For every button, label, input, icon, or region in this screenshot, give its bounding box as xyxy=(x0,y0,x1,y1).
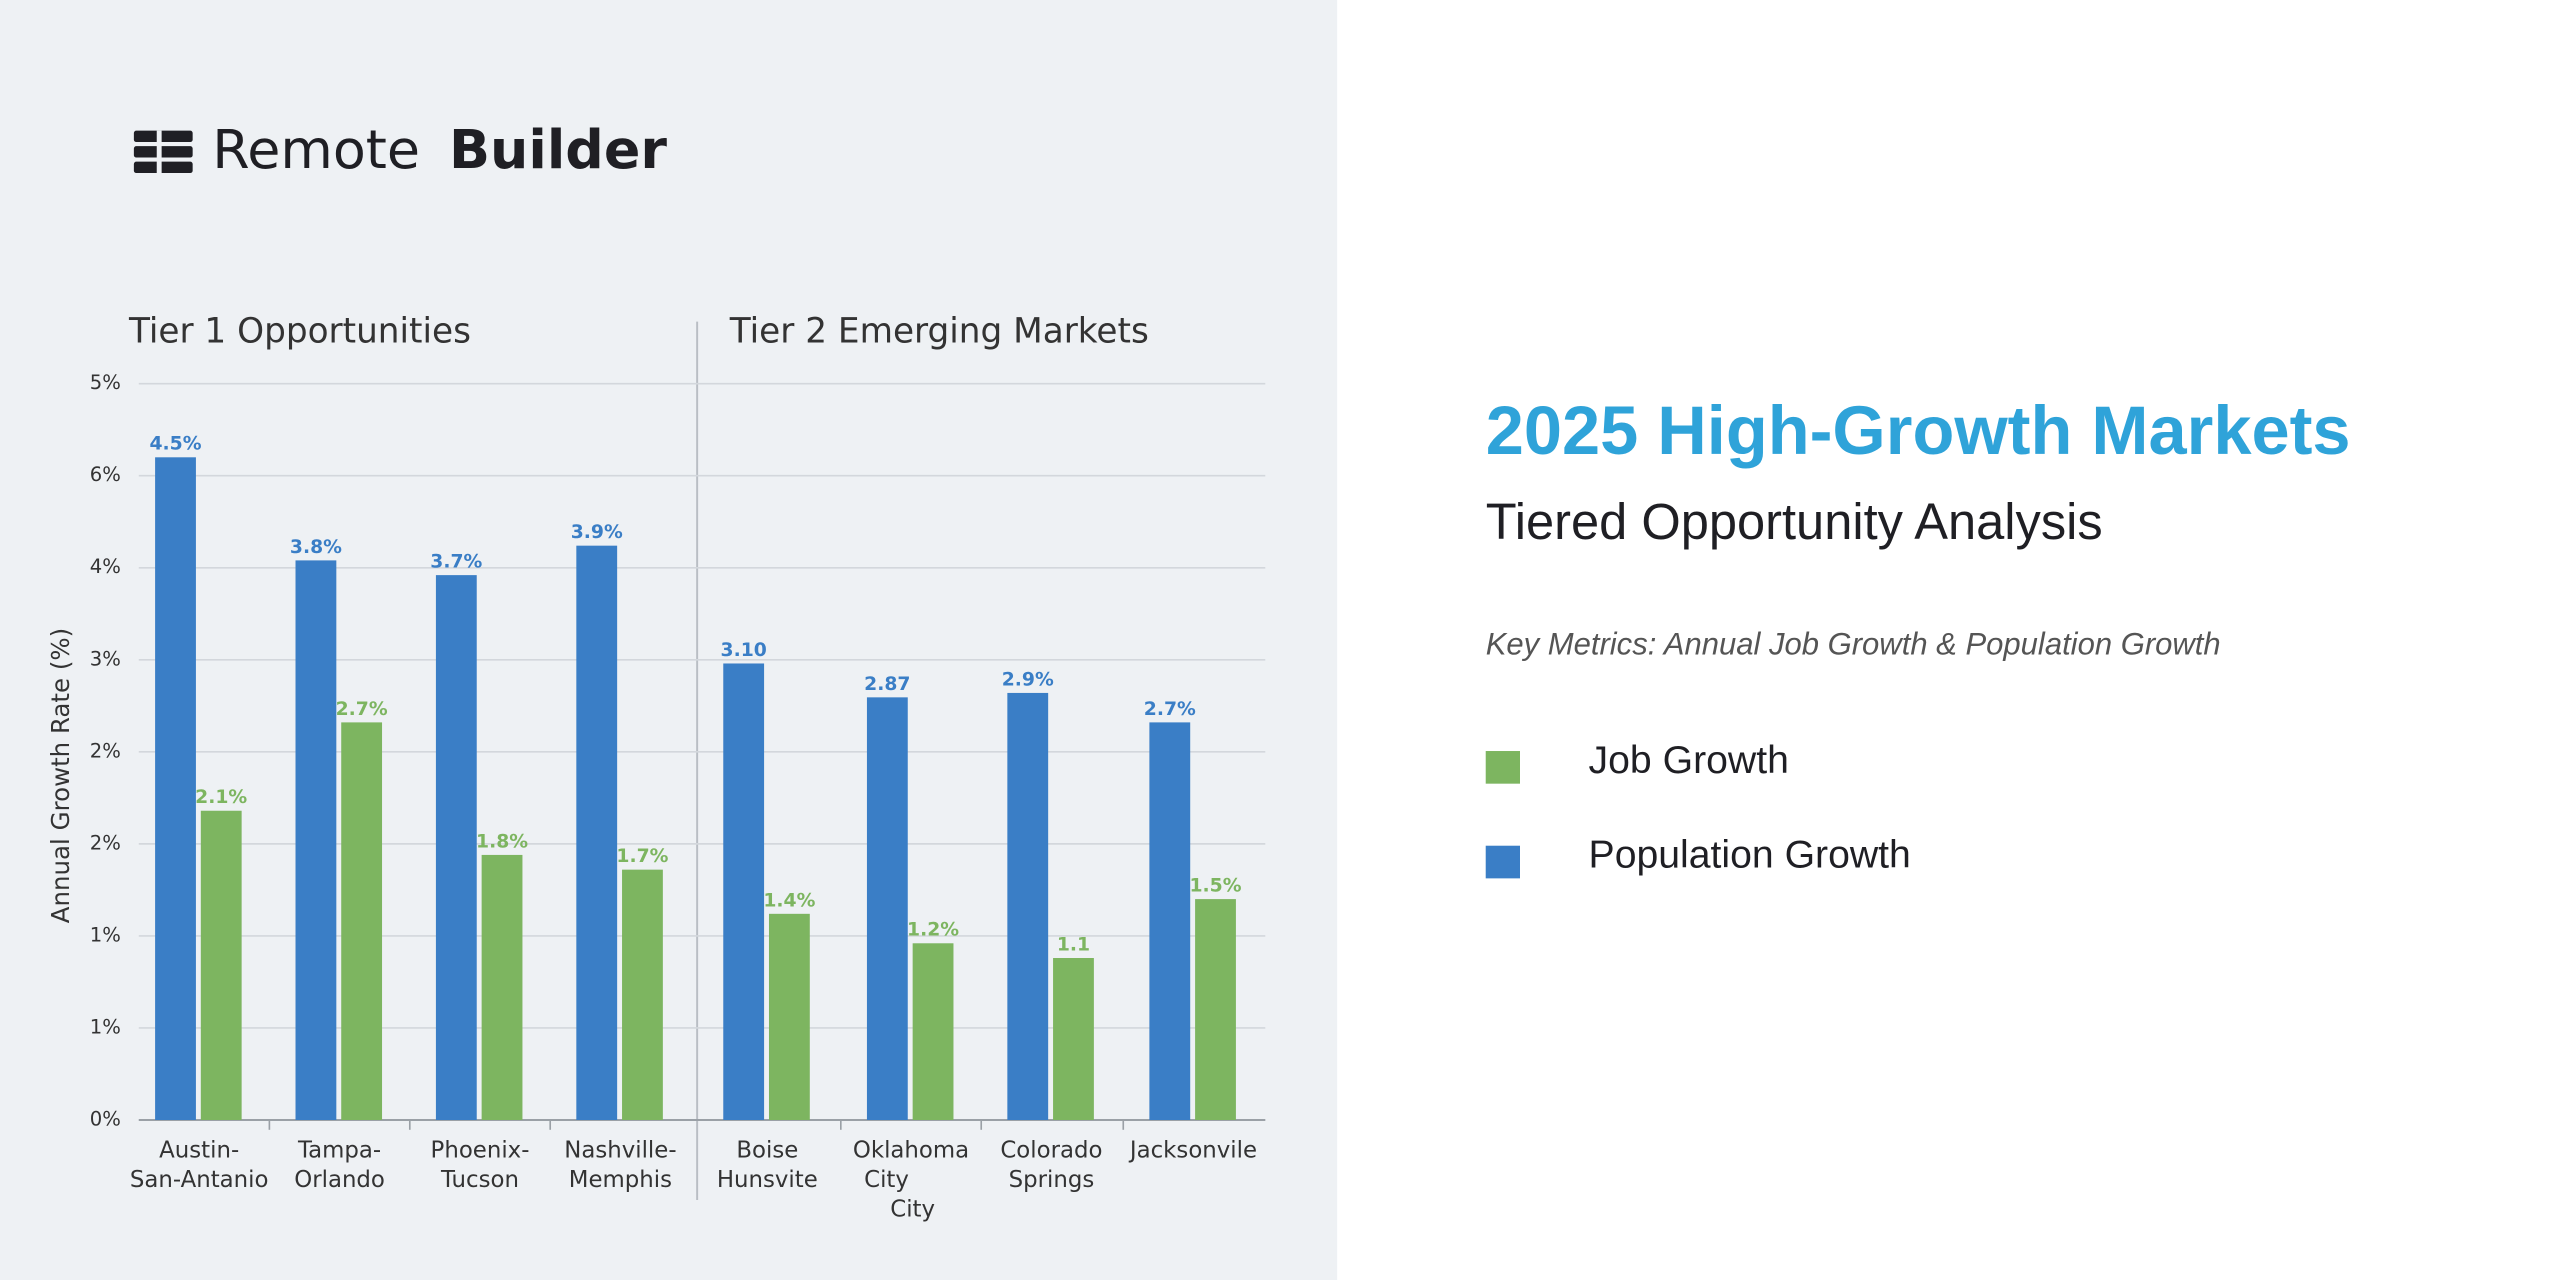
bar xyxy=(435,575,477,1120)
bar xyxy=(200,810,242,1120)
x-tick-label: City xyxy=(864,1167,909,1193)
panel-title: Tier 1 Opportunities xyxy=(128,312,471,352)
y-tick-label: 2% xyxy=(90,831,121,854)
legend-label: Job Growth xyxy=(1589,739,1789,782)
slide-title: 2025 High-Growth Markets xyxy=(1486,392,2351,469)
x-tick-label: Oklahoma xyxy=(853,1138,969,1164)
legend-swatch xyxy=(1485,845,1520,879)
value-label: 2.1% xyxy=(195,787,247,808)
value-label: 1.8% xyxy=(476,831,528,852)
x-tick-label: Colorado xyxy=(1000,1138,1102,1164)
x-tick-label: Orlando xyxy=(294,1167,385,1193)
logo-icon xyxy=(133,130,193,174)
value-label: 1.2% xyxy=(907,920,959,941)
x-tick-label: City xyxy=(890,1196,935,1222)
bar xyxy=(1149,722,1191,1120)
y-tick-label: 3% xyxy=(90,647,121,670)
bar xyxy=(155,457,196,1120)
value-label: 3.10 xyxy=(721,640,767,661)
bar xyxy=(1007,692,1049,1120)
value-label: 1.7% xyxy=(616,846,668,867)
x-tick-label: Hunsvite xyxy=(717,1167,818,1193)
legend-label: Population Growth xyxy=(1589,833,1911,876)
logo-bold: Builder xyxy=(449,118,667,181)
y-tick-label: 6% xyxy=(90,463,121,486)
bar xyxy=(866,697,908,1120)
y-tick-label: 5% xyxy=(90,371,121,394)
bar xyxy=(341,722,383,1120)
value-label: 1.1 xyxy=(1057,934,1090,955)
value-label: 1.4% xyxy=(763,890,815,911)
bar xyxy=(481,854,523,1120)
slide-subtitle: Tiered Opportunity Analysis xyxy=(1486,493,2103,550)
bar xyxy=(1053,958,1094,1120)
y-tick-label: 1% xyxy=(90,1015,121,1038)
value-label: 1.5% xyxy=(1189,876,1241,897)
value-label: 3.7% xyxy=(430,552,482,573)
bar xyxy=(912,943,954,1120)
bar xyxy=(576,545,618,1120)
bar xyxy=(723,663,765,1120)
legend-swatch xyxy=(1485,751,1520,784)
y-axis-label: Annual Growth Rate (%) xyxy=(46,628,75,923)
value-label: 2.87 xyxy=(864,674,910,695)
x-tick-label: San-Antanio xyxy=(130,1167,269,1193)
value-label: 2.7% xyxy=(1144,699,1196,720)
value-label: 4.5% xyxy=(149,434,201,455)
bar xyxy=(295,560,337,1120)
x-tick-label: Tucson xyxy=(440,1167,519,1193)
x-tick-label: Phoenix- xyxy=(431,1138,530,1164)
bar xyxy=(768,913,810,1120)
left-panel xyxy=(0,0,1338,1280)
x-tick-label: Tampa- xyxy=(297,1138,381,1164)
x-tick-label: Memphis xyxy=(569,1167,672,1193)
x-tick-label: Springs xyxy=(1009,1167,1095,1193)
y-tick-label: 0% xyxy=(90,1107,121,1130)
panel-title: Tier 2 Emerging Markets xyxy=(729,312,1149,352)
x-tick-label: Austin- xyxy=(159,1138,239,1164)
bar xyxy=(622,869,663,1120)
metrics-note: Key Metrics: Annual Job Growth & Populat… xyxy=(1486,627,2221,662)
value-label: 3.9% xyxy=(571,522,623,543)
x-tick-label: Boise xyxy=(736,1138,798,1164)
value-label: 2.7% xyxy=(336,699,388,720)
y-tick-label: 2% xyxy=(90,739,121,762)
y-tick-label: 1% xyxy=(90,923,121,946)
value-label: 3.8% xyxy=(290,537,342,558)
bar xyxy=(1195,899,1236,1120)
x-tick-label: Nashville- xyxy=(564,1138,676,1164)
logo-regular: Remote xyxy=(212,118,420,181)
value-label: 2.9% xyxy=(1002,669,1054,690)
x-tick-label: Jacksonvile xyxy=(1128,1138,1257,1164)
y-tick-label: 4% xyxy=(90,555,121,578)
